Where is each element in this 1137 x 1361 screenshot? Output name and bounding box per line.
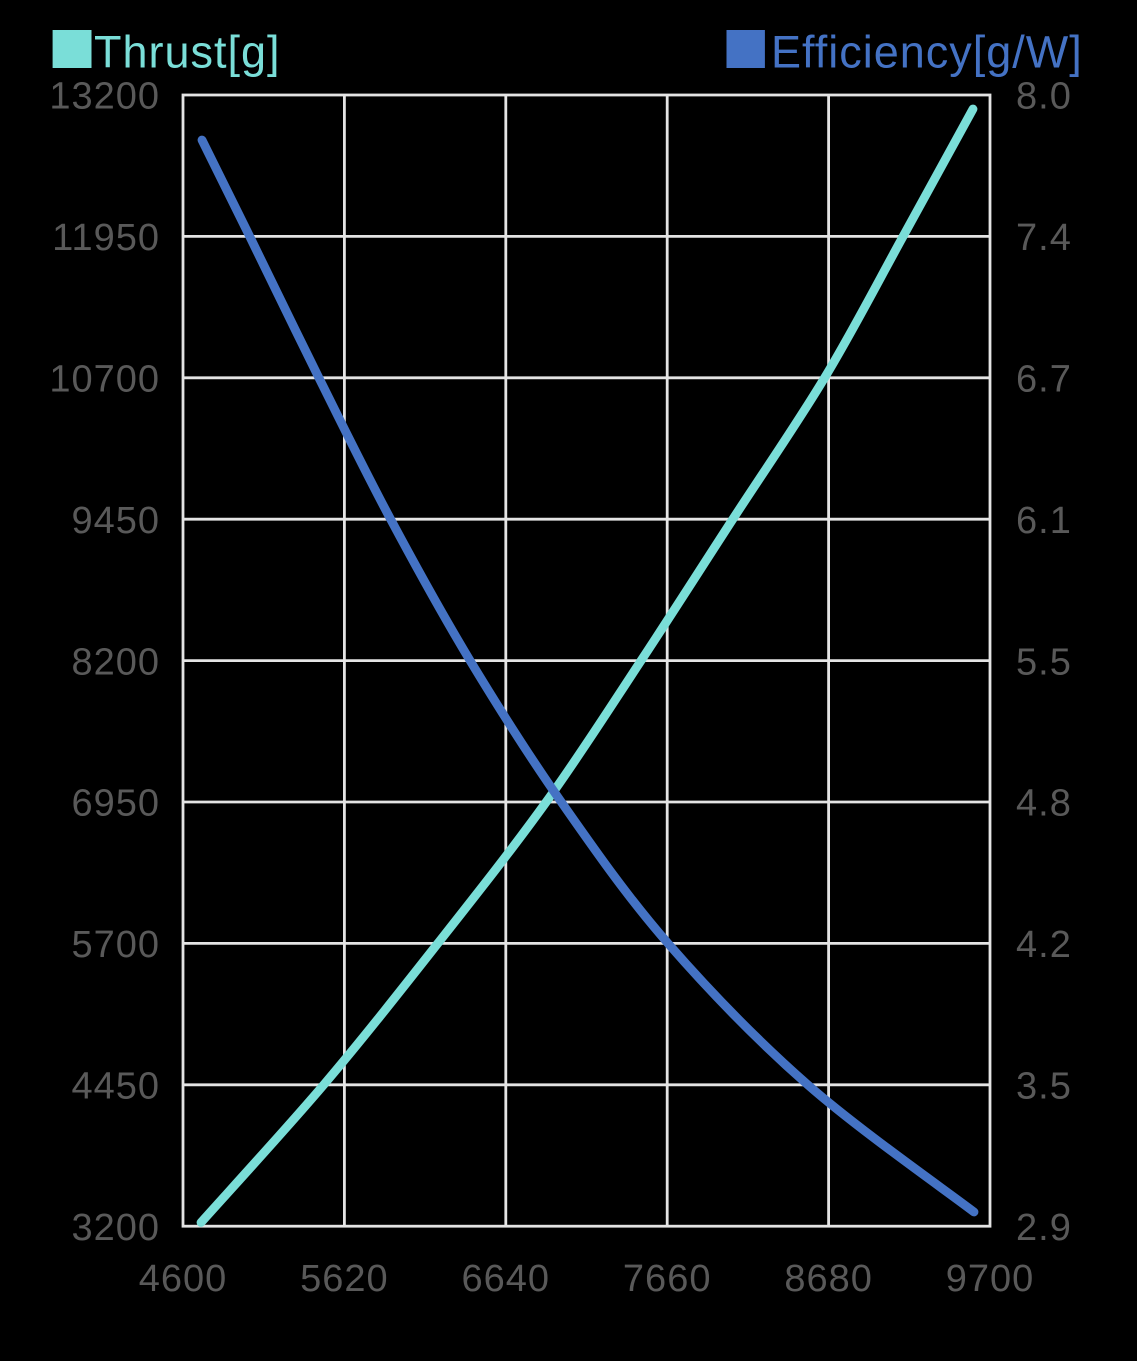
svg-text:6.7: 6.7	[1016, 359, 1072, 401]
svg-text:8200: 8200	[71, 641, 160, 683]
svg-text:7.4: 7.4	[1016, 217, 1072, 259]
svg-text:4.2: 4.2	[1016, 924, 1072, 966]
svg-text:8680: 8680	[784, 1258, 873, 1300]
svg-text:5620: 5620	[300, 1258, 389, 1300]
svg-text:9700: 9700	[946, 1258, 1035, 1300]
svg-text:7660: 7660	[623, 1258, 712, 1300]
svg-text:4600: 4600	[139, 1258, 228, 1300]
svg-text:2.9: 2.9	[1016, 1207, 1072, 1249]
svg-text:4.8: 4.8	[1016, 783, 1072, 825]
svg-text:3200: 3200	[71, 1207, 160, 1249]
svg-text:9450: 9450	[71, 500, 160, 542]
svg-text:3.5: 3.5	[1016, 1066, 1072, 1108]
svg-text:6950: 6950	[71, 783, 160, 825]
svg-text:6.1: 6.1	[1016, 500, 1072, 542]
svg-text:4450: 4450	[71, 1066, 160, 1108]
svg-text:10700: 10700	[49, 359, 160, 401]
svg-text:6640: 6640	[462, 1258, 551, 1300]
svg-text:8.0: 8.0	[1016, 76, 1072, 118]
svg-text:Thrust[g]: Thrust[g]	[94, 27, 281, 78]
svg-text:5.5: 5.5	[1016, 641, 1072, 683]
svg-text:5700: 5700	[71, 924, 160, 966]
svg-text:13200: 13200	[49, 76, 160, 118]
svg-text:11950: 11950	[52, 217, 160, 259]
svg-text:Efficiency[g/W]: Efficiency[g/W]	[771, 27, 1083, 78]
